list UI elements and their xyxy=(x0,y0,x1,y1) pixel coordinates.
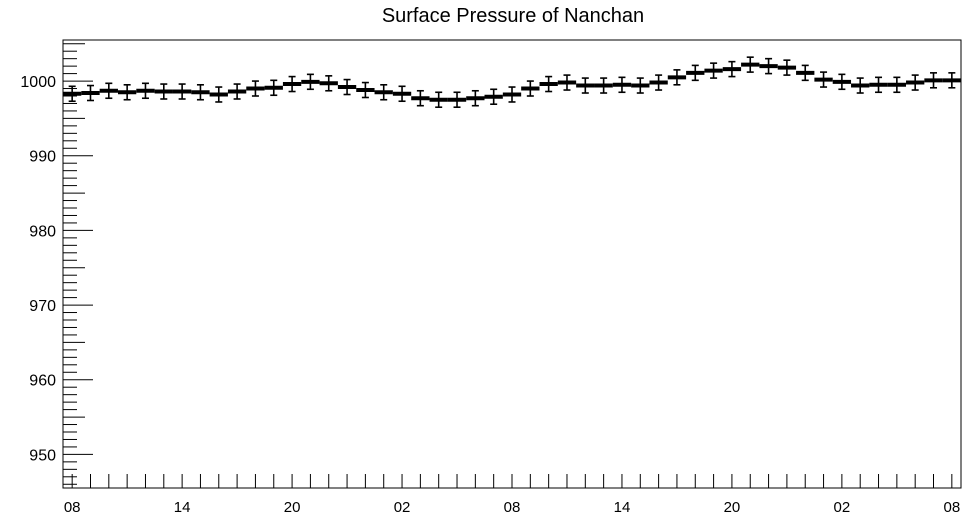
data-point xyxy=(337,78,357,96)
data-point xyxy=(777,59,797,76)
y-tick-label: 970 xyxy=(29,298,56,315)
data-point xyxy=(392,85,412,103)
data-point xyxy=(117,84,137,101)
data-point xyxy=(172,83,192,100)
data-point xyxy=(502,86,522,103)
data-point xyxy=(246,80,265,97)
data-point xyxy=(851,77,870,94)
data-point xyxy=(63,85,82,103)
x-axis: 08 14 20 02 08 14 20 02 08 xyxy=(64,474,960,516)
data-point xyxy=(649,74,668,91)
data-point xyxy=(411,89,430,107)
x-tick-label: 14 xyxy=(614,499,631,516)
data-point xyxy=(924,72,943,89)
data-point xyxy=(191,84,210,101)
y-tick-label: 990 xyxy=(29,149,56,166)
data-points xyxy=(63,56,961,108)
data-point xyxy=(81,84,100,102)
x-tick-label: 20 xyxy=(284,499,301,516)
data-point xyxy=(484,88,503,106)
x-tick-label: 08 xyxy=(943,499,960,516)
data-point xyxy=(667,69,687,86)
data-point xyxy=(741,56,760,73)
y-tick-label: 960 xyxy=(29,373,56,390)
data-point xyxy=(576,77,595,94)
x-tick-label: 02 xyxy=(394,499,411,516)
x-tick-label: 20 xyxy=(724,499,741,516)
y-tick-label: 1000 xyxy=(20,74,56,91)
data-point xyxy=(631,77,650,94)
data-point xyxy=(796,64,815,82)
x-tick-label: 08 xyxy=(504,499,521,516)
data-point xyxy=(356,81,375,99)
data-point xyxy=(612,76,632,94)
chart-title: Surface Pressure of Nanchan xyxy=(381,5,645,27)
data-point xyxy=(136,82,155,100)
y-axis: 950 960 970 980 990 1000 xyxy=(20,43,93,485)
data-point xyxy=(319,75,338,92)
data-point xyxy=(301,73,320,91)
plot-frame xyxy=(62,39,962,489)
data-point xyxy=(594,77,613,94)
data-point xyxy=(282,75,302,93)
data-point xyxy=(447,91,467,108)
data-point xyxy=(832,73,852,91)
data-point xyxy=(942,72,961,89)
data-point xyxy=(814,71,833,88)
data-point xyxy=(264,79,283,97)
x-tick-label: 02 xyxy=(834,499,851,516)
data-point xyxy=(557,74,577,91)
data-point xyxy=(374,84,393,101)
x-tick-label: 14 xyxy=(174,499,191,516)
data-point xyxy=(869,76,888,94)
y-tick-label: 950 xyxy=(29,447,56,464)
data-point xyxy=(686,64,705,82)
data-point xyxy=(429,91,448,108)
data-point xyxy=(227,83,247,100)
data-point xyxy=(154,83,173,100)
data-point xyxy=(759,57,778,75)
data-point xyxy=(466,89,485,107)
data-point xyxy=(99,82,118,100)
data-point xyxy=(704,62,723,79)
x-tick-label: 08 xyxy=(64,499,81,516)
y-tick-label: 980 xyxy=(29,223,56,240)
data-point xyxy=(906,74,925,91)
data-point xyxy=(539,75,558,93)
data-point xyxy=(887,76,907,94)
data-point xyxy=(521,80,540,97)
data-point xyxy=(209,86,228,103)
data-point xyxy=(722,60,742,78)
